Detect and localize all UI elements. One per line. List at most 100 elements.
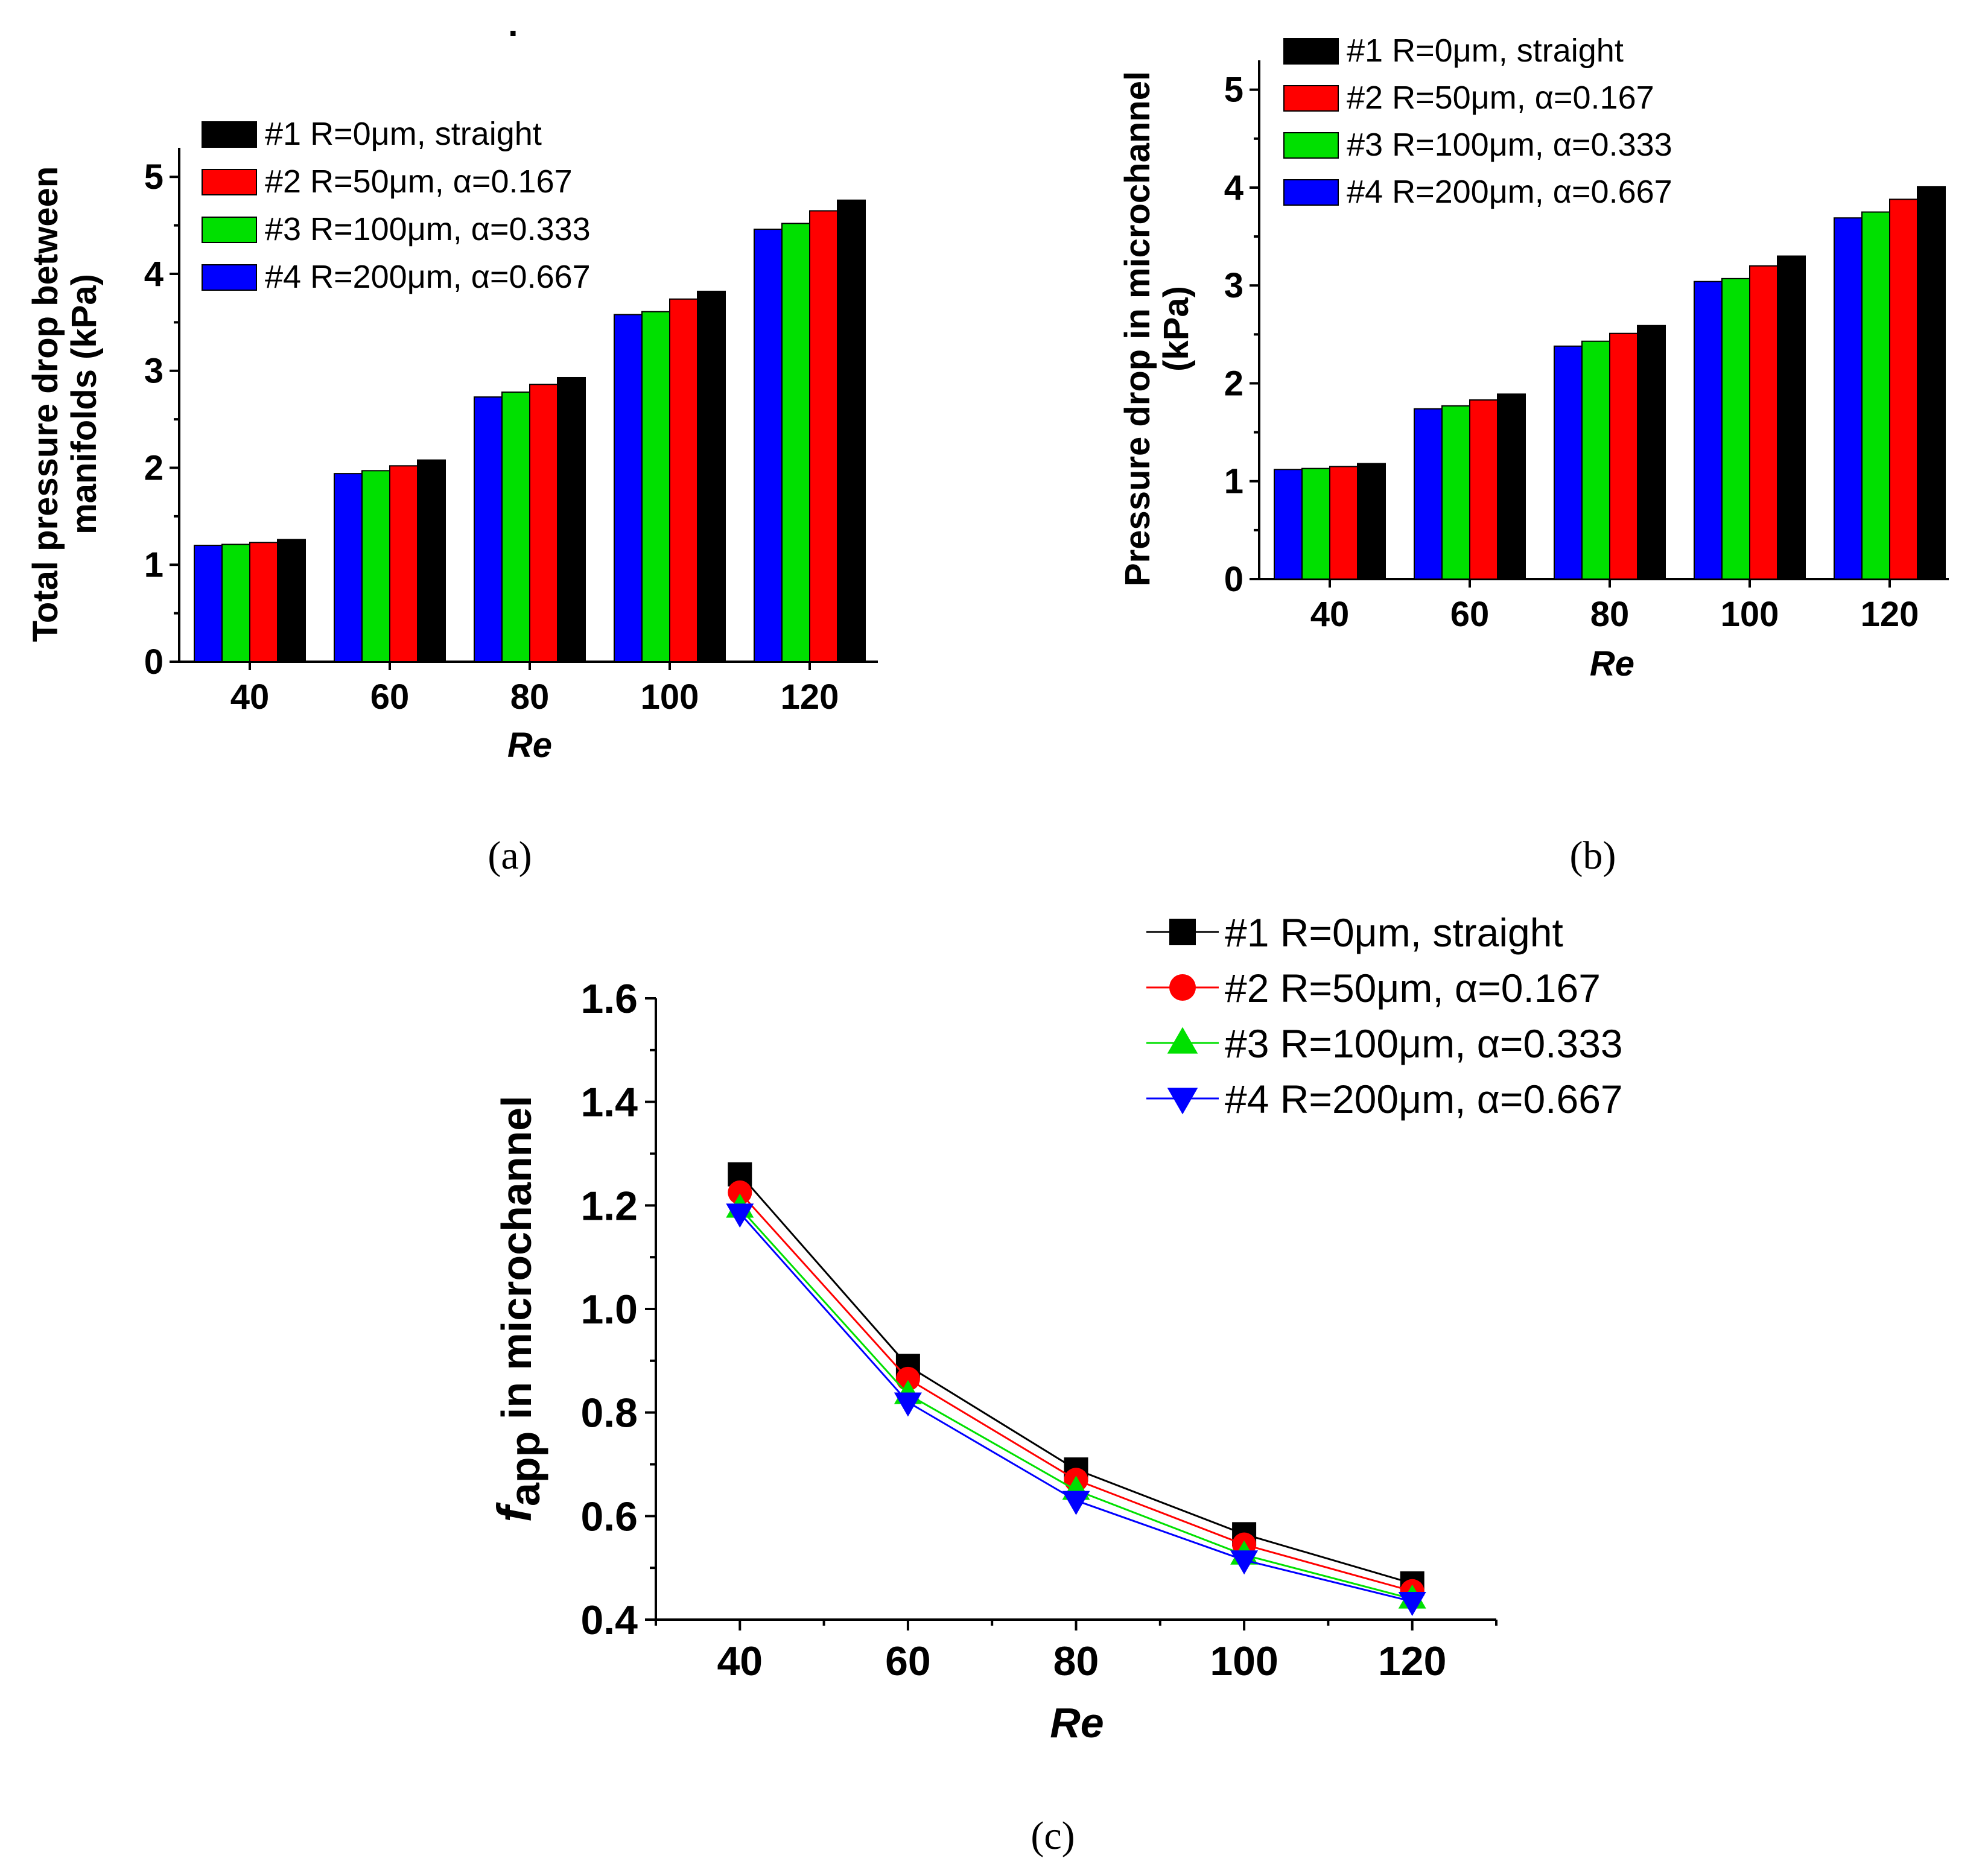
- legend-label: #1 R=0μm, straight: [265, 116, 542, 152]
- y-tick-label: 0.8: [580, 1390, 638, 1436]
- bar: [194, 545, 223, 663]
- bar: [334, 473, 363, 662]
- bar: [501, 391, 530, 662]
- stray-dot: .: [508, 4, 518, 44]
- bar: [837, 199, 866, 662]
- y-tick-label: 2: [144, 448, 164, 487]
- data-point: [895, 1366, 920, 1391]
- bar: [781, 223, 810, 662]
- legend-label: #3 R=100μm, α=0.333: [1347, 127, 1672, 163]
- data-point: [1398, 1591, 1426, 1616]
- data-point: [1167, 1027, 1198, 1054]
- panel-c-chart: 0.4 0.6 0.8 1.0 1.2 1.4 1.6 40 60 80 100 120 Re fapp …: [488, 910, 1623, 1746]
- x-axis-title: Re: [1050, 1699, 1104, 1746]
- bar: [1357, 463, 1386, 580]
- y-tick-label: 2: [1224, 364, 1243, 403]
- x-tick-label: 60: [370, 677, 410, 717]
- data-point: [726, 1203, 754, 1228]
- bar: [1554, 345, 1583, 580]
- bar: [1581, 340, 1610, 580]
- legend-label: #4 R=200μm, α=0.667: [1225, 1077, 1623, 1121]
- bar: [474, 396, 503, 663]
- bar: [1721, 277, 1750, 580]
- data-point: [894, 1392, 922, 1417]
- y-tick-label: 1.2: [580, 1183, 638, 1229]
- data-point: [1062, 1491, 1090, 1515]
- x-tick-label: 40: [1310, 595, 1350, 634]
- x-tick-label: 100: [641, 677, 699, 717]
- bar: [1777, 255, 1806, 580]
- y-tick-label: 3: [144, 352, 164, 391]
- bar: [277, 539, 306, 662]
- y-title-rest: in microchannel: [493, 1095, 540, 1431]
- bar: [669, 298, 698, 662]
- legend-swatch: [202, 217, 257, 243]
- x-tick-label: 80: [1590, 595, 1630, 634]
- legend-swatch: [1283, 132, 1339, 159]
- bar: [529, 384, 558, 662]
- legend-swatch: [1283, 38, 1339, 65]
- x-axis-title: Re: [1590, 644, 1634, 683]
- y-tick-label: 0: [144, 642, 164, 682]
- x-tick-label: 120: [1378, 1638, 1446, 1684]
- legend-label: #3 R=100μm, α=0.333: [1225, 1021, 1623, 1066]
- x-tick-label: 60: [885, 1638, 931, 1684]
- bar: [754, 229, 783, 663]
- legend-label: #4 R=200μm, α=0.667: [1347, 174, 1672, 210]
- y-tick-label: 5: [144, 157, 164, 197]
- panel-a-chart: 0 1 2 3 4 5 40 60 80 100 120 Re Total pressure drop …: [26, 116, 878, 765]
- y-axis-title: Total pressure drop between: [26, 166, 65, 642]
- caption-a: (a): [488, 834, 532, 878]
- x-axis-title: Re: [507, 726, 552, 765]
- bar: [809, 210, 838, 663]
- legend-label: #4 R=200μm, α=0.667: [265, 259, 591, 295]
- panel-b-chart: 0 1 2 3 4 5 40 60 80 100 120 Re Pressure drop in mic…: [1118, 33, 1949, 683]
- bar: [614, 314, 643, 662]
- bar: [1609, 332, 1638, 580]
- legend-label: #1 R=0μm, straight: [1347, 33, 1624, 69]
- bar: [1441, 405, 1470, 580]
- x-tick-label: 120: [781, 677, 839, 717]
- bar: [249, 542, 278, 663]
- bar: [1637, 325, 1666, 580]
- bar: [1694, 280, 1723, 580]
- y-axis-title: Pressure drop in microchannel: [1118, 71, 1157, 586]
- legend-swatch: [202, 121, 257, 148]
- bar: [1889, 198, 1918, 580]
- caption-c: (c): [1031, 1814, 1075, 1858]
- legend-swatch: [1283, 179, 1339, 206]
- legend-swatch: [202, 169, 257, 195]
- x-tick-label: 100: [1721, 595, 1779, 634]
- bar: [557, 376, 586, 663]
- bar: [1329, 466, 1358, 580]
- y-tick-label: 1.0: [580, 1287, 638, 1333]
- y-tick-label: 0: [1224, 560, 1243, 599]
- legend-label: #3 R=100μm, α=0.333: [265, 211, 591, 247]
- bar: [1301, 467, 1330, 580]
- bar: [389, 465, 418, 662]
- y-tick-label: 0.6: [580, 1494, 638, 1539]
- legend-swatch: [1283, 85, 1339, 112]
- bar: [1469, 399, 1498, 580]
- legend-label: #2 R=50μm, α=0.167: [1225, 966, 1601, 1010]
- y-tick-label: 4: [144, 255, 164, 294]
- y-tick-label: 4: [1224, 168, 1243, 208]
- x-tick-label: 100: [1210, 1638, 1278, 1684]
- y-tick-label: 1: [144, 545, 164, 585]
- x-tick-label: 40: [717, 1638, 763, 1684]
- bar: [697, 290, 726, 662]
- x-tick-label: 40: [230, 677, 270, 717]
- y-tick-label: 5: [1224, 71, 1243, 110]
- bar: [417, 459, 446, 662]
- bar: [221, 543, 250, 663]
- y-tick-label: 1: [1224, 462, 1243, 501]
- legend-label: #1 R=0μm, straight: [1225, 910, 1563, 955]
- bar: [1834, 217, 1863, 580]
- bar: [1861, 211, 1890, 580]
- x-tick-label: 80: [510, 677, 550, 717]
- bar: [1497, 393, 1526, 580]
- data-point: [1167, 1088, 1198, 1115]
- x-tick-label: 60: [1450, 595, 1490, 634]
